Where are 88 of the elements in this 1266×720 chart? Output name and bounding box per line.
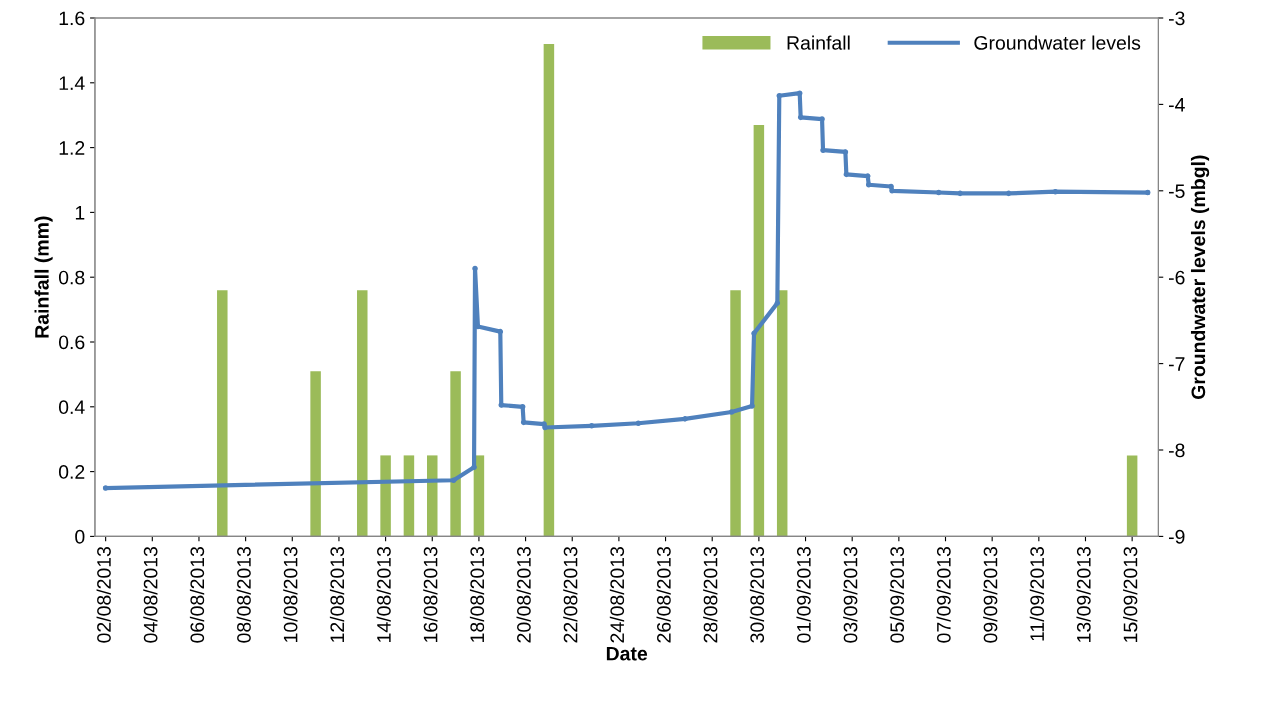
point (796, 90, 803, 96)
bar (403, 455, 415, 537)
point (888, 183, 894, 190)
x-tick-label: 02/08/2013 (96, 546, 111, 643)
legend-label: Groundwater levels (974, 35, 1141, 50)
point (774, 300, 781, 306)
point (475, 323, 481, 330)
x-tick-label: 01/09/2013 (796, 546, 811, 643)
y2-axis-title: Groundwater levels (mbgl) (1190, 155, 1210, 400)
point (935, 189, 942, 196)
point (542, 424, 548, 431)
y-tick-label: 0.4 (58, 400, 85, 415)
y-tick-label: 0.8 (58, 270, 85, 285)
x-tick-label: 30/08/2013 (749, 546, 765, 643)
y-tick-label: 0.2 (58, 465, 85, 479)
y2-tick-label: -6 (1168, 270, 1185, 285)
x-tick-label: 07/09/2013 (936, 546, 951, 643)
bar (450, 371, 461, 537)
point (497, 328, 504, 335)
x-tick-label: 20/08/2013 (516, 546, 531, 643)
x-tick-label: 08/08/2013 (236, 546, 251, 643)
point (472, 265, 478, 272)
bar (380, 455, 391, 537)
point (749, 403, 755, 409)
x-tick-label: 28/08/2013 (703, 546, 718, 643)
y2-tick-label: -7 (1168, 357, 1185, 371)
bar (473, 455, 485, 537)
point (797, 114, 804, 121)
x-tick-label: 10/08/2013 (283, 546, 298, 642)
x-tick-label: 05/09/2013 (889, 546, 905, 643)
bar (427, 455, 438, 537)
x-tick-label: 14/08/2013 (376, 546, 391, 642)
bar (1126, 455, 1138, 537)
y-tick-label: 1 (75, 206, 85, 220)
y-tick-label: 1.4 (59, 76, 85, 90)
bar (310, 371, 321, 537)
point (102, 485, 109, 491)
x-axis-title: Date (606, 646, 648, 661)
point (1005, 190, 1012, 197)
point (520, 419, 527, 426)
x-tick-label: 15/09/2013 (1123, 546, 1138, 642)
x-tick-label: 22/08/2013 (563, 546, 578, 643)
point (498, 402, 505, 408)
x-tick-label: 11/09/2013 (1029, 546, 1045, 641)
x-tick-label: 18/08/2013 (469, 546, 485, 642)
y2-tick-label: -3 (1168, 11, 1185, 26)
point (519, 404, 526, 410)
bar (217, 290, 228, 537)
legend-label: Rainfall (787, 35, 850, 50)
x-tick-label: 09/09/2013 (983, 546, 998, 643)
x-tick-label: 04/08/2013 (143, 546, 158, 643)
bar (730, 290, 741, 537)
x-tick-label: 13/09/2013 (1076, 546, 1091, 642)
y-tick-label: 0.6 (58, 335, 85, 350)
y2-tick-label: -4 (1168, 98, 1185, 112)
bar (776, 290, 788, 537)
x-tick-label: 12/08/2013 (329, 546, 345, 642)
x-tick-label: 16/08/2013 (423, 546, 438, 642)
y-axis-title: Rainfall (mm) (34, 216, 53, 338)
point (635, 420, 642, 426)
bar (357, 290, 368, 537)
y2-tick-label: -8 (1168, 443, 1185, 458)
point (588, 423, 595, 429)
point (819, 116, 825, 122)
point (865, 181, 872, 188)
y2-tick-label: -9 (1168, 529, 1185, 544)
point (957, 190, 963, 197)
x-tick-label: 03/09/2013 (843, 546, 858, 643)
point (728, 409, 735, 415)
point (1144, 189, 1151, 196)
y-tick-label: 1.2 (59, 141, 85, 155)
point (1052, 188, 1059, 195)
x-tick-label: 24/08/2013 (609, 546, 625, 643)
point (843, 171, 850, 178)
point (776, 92, 783, 99)
y-tick-label: 1.6 (59, 11, 85, 26)
point (889, 188, 895, 194)
y2-tick-label: -5 (1168, 184, 1185, 199)
point (450, 477, 457, 484)
point (842, 149, 849, 155)
bar (753, 124, 765, 537)
point (471, 464, 477, 471)
y-tick-label: 0 (75, 529, 85, 544)
point (682, 416, 688, 422)
x-tick-label: 06/08/2013 (189, 546, 205, 643)
x-tick-label: 26/08/2013 (656, 546, 671, 643)
point (820, 147, 826, 153)
bar (543, 43, 555, 537)
